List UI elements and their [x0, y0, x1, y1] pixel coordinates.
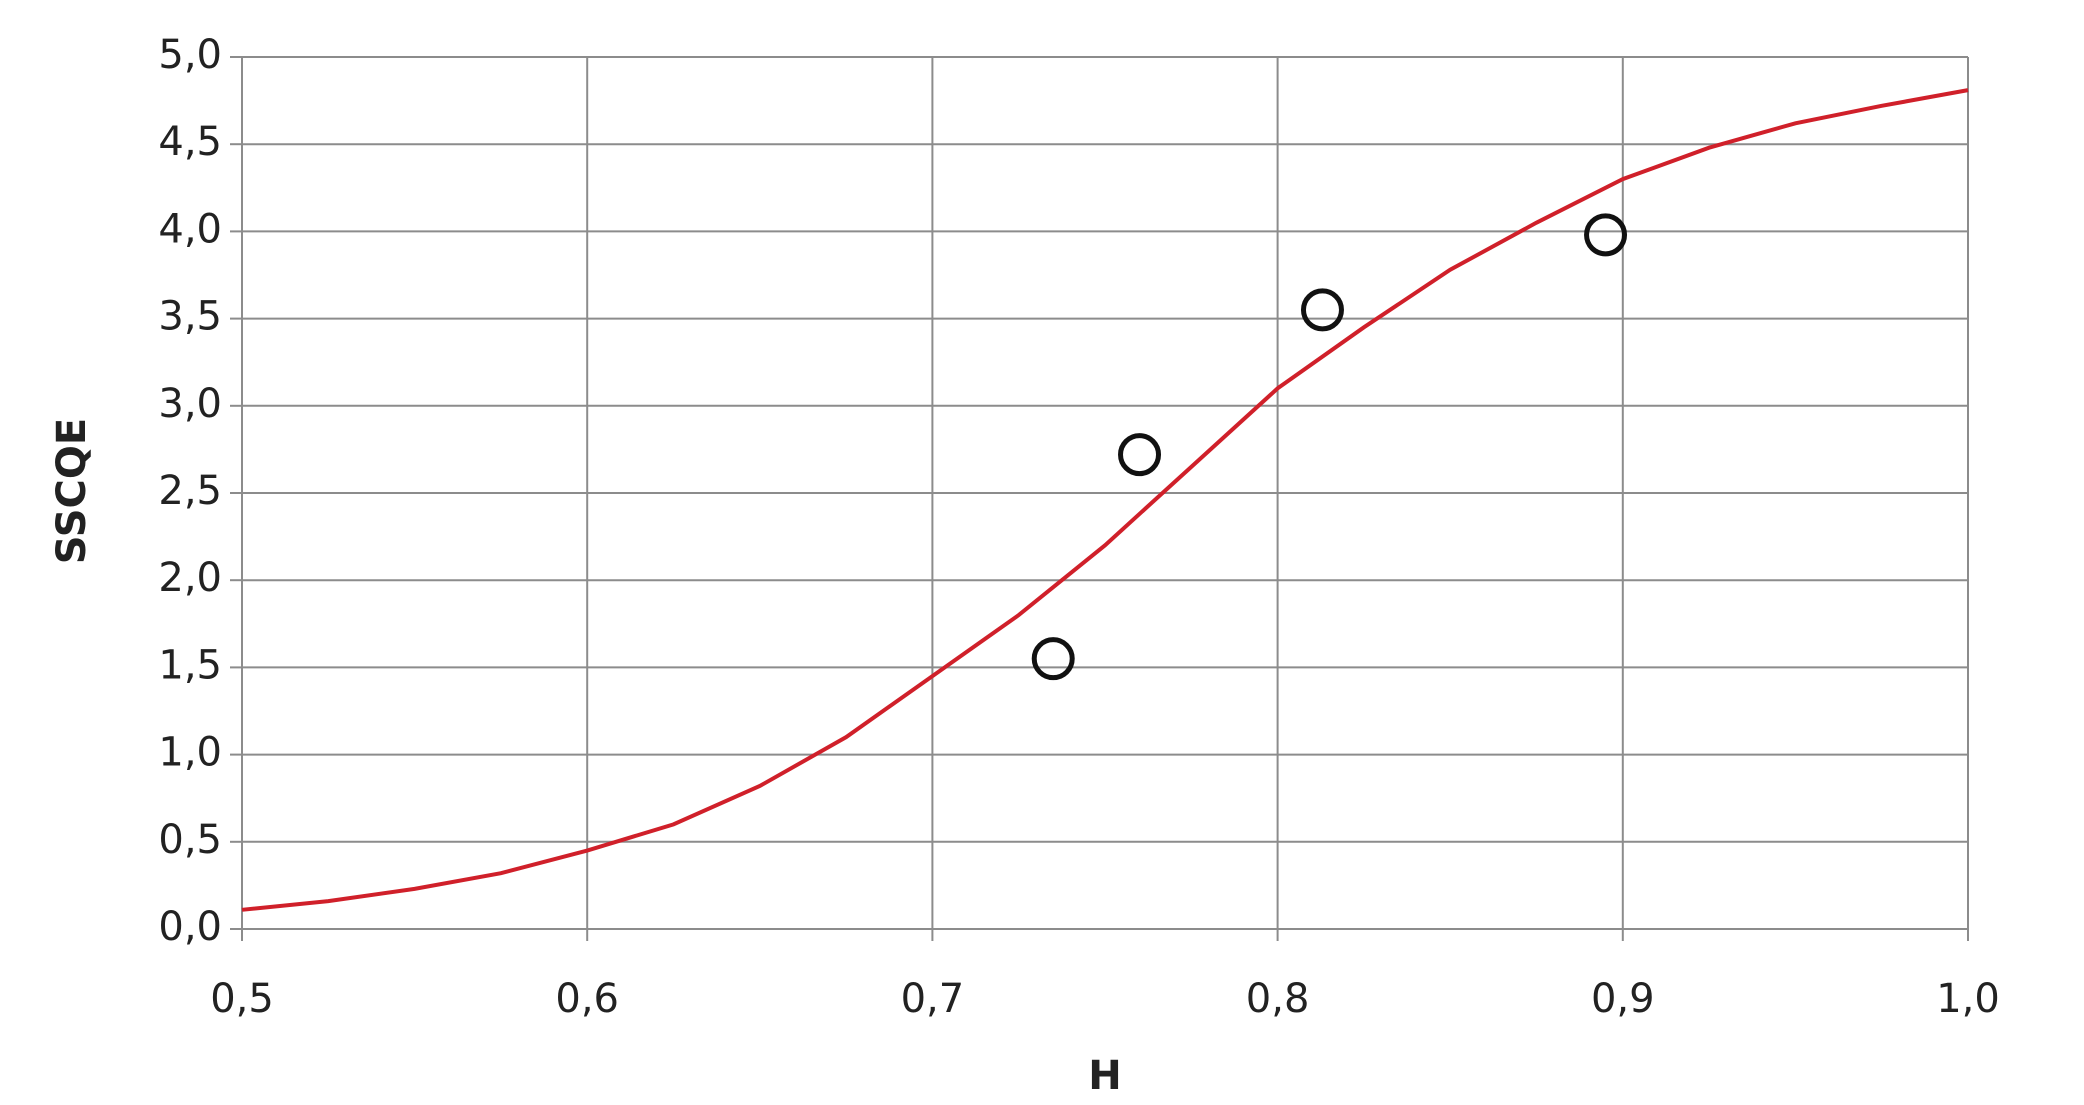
- data-point: [1300, 288, 1344, 332]
- x-tick-label: 1,0: [1936, 976, 2000, 1022]
- y-tick-label: 3,0: [158, 381, 222, 427]
- y-tick-label: 4,0: [158, 206, 222, 252]
- data-point: [1031, 637, 1075, 681]
- y-tick-label: 0,0: [158, 904, 222, 950]
- y-tick-label: 5,0: [158, 32, 222, 78]
- y-tick-label: 2,5: [158, 468, 222, 514]
- y-tick-label: 1,0: [158, 730, 222, 776]
- y-tick-label: 3,5: [158, 294, 222, 340]
- x-tick-label: 0,6: [555, 976, 619, 1022]
- x-axis-label: H: [1088, 1053, 1121, 1099]
- data-point: [1584, 213, 1628, 257]
- y-tick-label: 4,5: [158, 119, 222, 165]
- y-tick-label: 0,5: [158, 817, 222, 863]
- data-point: [1118, 433, 1162, 477]
- x-tick-label: 0,7: [901, 976, 965, 1022]
- x-tick-label: 0,9: [1591, 976, 1655, 1022]
- y-axis-label: SSCQE: [49, 418, 95, 565]
- curve: [241, 88, 1969, 912]
- y-tick-label: 2,0: [158, 555, 222, 601]
- x-tick-label: 0,5: [210, 976, 274, 1022]
- y-tick-label: 1,5: [158, 642, 222, 688]
- x-tick-label: 0,8: [1246, 976, 1310, 1022]
